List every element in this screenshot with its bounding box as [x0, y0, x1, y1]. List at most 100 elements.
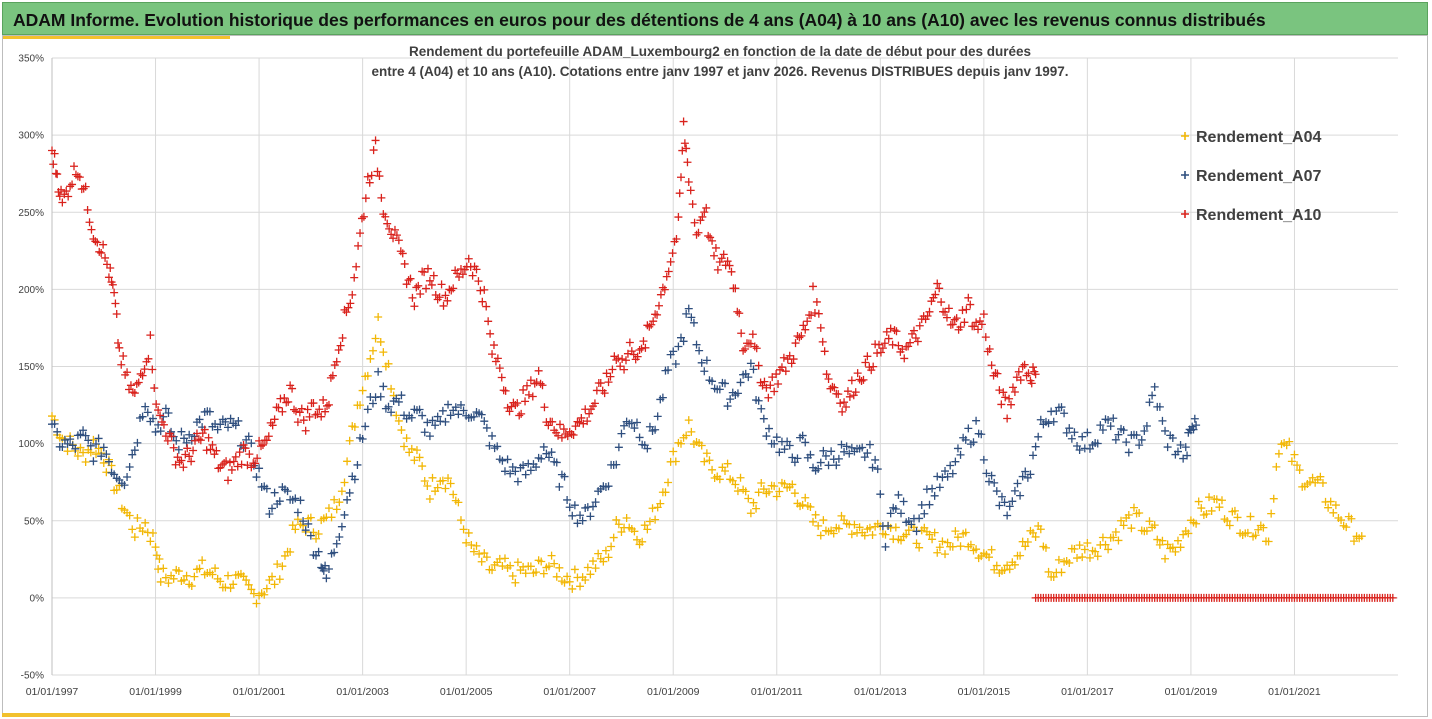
- point-rendement-a10: [859, 375, 868, 384]
- point-rendement-a04: [446, 479, 455, 488]
- point-rendement-a10: [443, 296, 452, 305]
- point-rendement-a10: [513, 399, 522, 408]
- y-tick-label: 150%: [18, 362, 44, 373]
- point-rendement-a07: [324, 565, 333, 574]
- point-rendement-a10: [114, 338, 123, 347]
- point-rendement-a07: [891, 504, 900, 513]
- point-rendement-a07: [560, 472, 569, 481]
- point-rendement-a10: [458, 270, 467, 279]
- point-rendement-a04: [966, 540, 975, 549]
- point-rendement-a04: [79, 448, 88, 457]
- point-rendement-a07: [363, 405, 372, 414]
- point-rendement-a07: [172, 436, 181, 445]
- point-rendement-a04: [1080, 545, 1089, 554]
- point-rendement-a07: [1005, 502, 1014, 511]
- point-rendement-a07: [951, 457, 960, 466]
- point-rendement-a04: [420, 477, 429, 486]
- point-rendement-a10: [396, 247, 405, 256]
- point-rendement-a04: [397, 426, 406, 435]
- point-rendement-a07: [345, 488, 354, 497]
- point-rendement-a07: [586, 512, 595, 521]
- point-rendement-a07: [508, 462, 517, 471]
- point-rendement-a10: [750, 342, 759, 351]
- point-rendement-a07: [801, 438, 810, 447]
- point-rendement-a07: [635, 433, 644, 442]
- point-rendement-a04: [1150, 521, 1159, 530]
- point-rendement-a10: [119, 352, 128, 361]
- point-rendement-a10: [73, 172, 82, 181]
- data-points: [48, 117, 1397, 608]
- point-rendement-a07: [1124, 448, 1133, 457]
- point-rendement-a04: [1192, 519, 1201, 528]
- point-rendement-a07: [700, 367, 709, 376]
- point-rendement-a04: [508, 572, 517, 581]
- point-rendement-a04: [544, 562, 553, 571]
- point-rendement-a04: [956, 542, 965, 551]
- point-rendement-a04: [125, 511, 134, 520]
- point-rendement-a04: [400, 442, 409, 451]
- point-rendement-a04: [930, 528, 939, 537]
- point-rendement-a04: [532, 568, 541, 577]
- point-rendement-a07: [985, 477, 994, 486]
- point-rendement-a10: [385, 224, 394, 233]
- point-rendement-a07: [361, 422, 370, 431]
- point-rendement-a10: [104, 273, 113, 282]
- point-rendement-a07: [270, 488, 279, 497]
- point-rendement-a07: [1122, 438, 1131, 447]
- point-rendement-a10: [373, 167, 382, 176]
- point-rendement-a10: [354, 241, 363, 250]
- point-rendement-a10: [682, 144, 691, 153]
- point-rendement-a07: [1168, 434, 1177, 443]
- point-rendement-a10: [683, 158, 692, 167]
- point-rendement-a04: [772, 492, 781, 501]
- point-rendement-a10: [704, 231, 713, 240]
- point-rendement-a04: [1259, 523, 1268, 532]
- x-tick-label: 01/01/2013: [854, 686, 907, 698]
- point-rendement-a04: [288, 521, 297, 530]
- point-rendement-a04: [961, 528, 970, 537]
- point-rendement-a07: [224, 423, 233, 432]
- point-rendement-a07: [645, 422, 654, 431]
- point-rendement-a10: [679, 117, 688, 126]
- point-rendement-a10: [66, 182, 75, 191]
- point-rendement-a07: [946, 461, 955, 470]
- point-rendement-a07: [995, 501, 1004, 510]
- point-rendement-a04: [1223, 516, 1232, 525]
- point-rendement-a07: [614, 443, 623, 452]
- point-rendement-a10: [383, 219, 392, 228]
- point-rendement-a04: [1083, 538, 1092, 547]
- point-rendement-a07: [477, 410, 486, 419]
- point-rendement-a04: [1246, 512, 1255, 521]
- point-rendement-a04: [1070, 544, 1079, 553]
- point-rendement-a10: [112, 309, 121, 318]
- point-rendement-a04: [1293, 461, 1302, 470]
- point-rendement-a04: [128, 525, 137, 534]
- point-rendement-a04: [1295, 466, 1304, 475]
- point-rendement-a07: [762, 432, 771, 441]
- point-rendement-a04: [229, 580, 238, 589]
- point-rendement-a10: [675, 189, 684, 198]
- point-rendement-a10: [795, 333, 804, 342]
- point-rendement-a04: [1264, 537, 1273, 546]
- point-rendement-a07: [1057, 403, 1066, 412]
- point-rendement-a04: [1215, 503, 1224, 512]
- point-rendement-a04: [402, 434, 411, 443]
- point-rendement-a07: [321, 561, 330, 570]
- point-rendement-a10: [503, 403, 512, 412]
- point-rendement-a07: [612, 460, 621, 469]
- point-rendement-a04: [462, 538, 471, 547]
- point-rendement-a10: [163, 436, 172, 445]
- point-rendement-a10: [911, 333, 920, 342]
- point-rendement-a07: [306, 531, 315, 540]
- point-rendement-a04: [169, 574, 178, 583]
- point-rendement-a07: [76, 430, 85, 439]
- point-rendement-a10: [575, 418, 584, 427]
- point-rendement-a10: [453, 269, 462, 278]
- point-rendement-a10: [299, 416, 308, 425]
- point-rendement-a10: [538, 381, 547, 390]
- point-rendement-a07: [511, 467, 520, 476]
- point-rendement-a10: [377, 193, 386, 202]
- point-rendement-a04: [1065, 558, 1074, 567]
- point-rendement-a10: [245, 450, 254, 459]
